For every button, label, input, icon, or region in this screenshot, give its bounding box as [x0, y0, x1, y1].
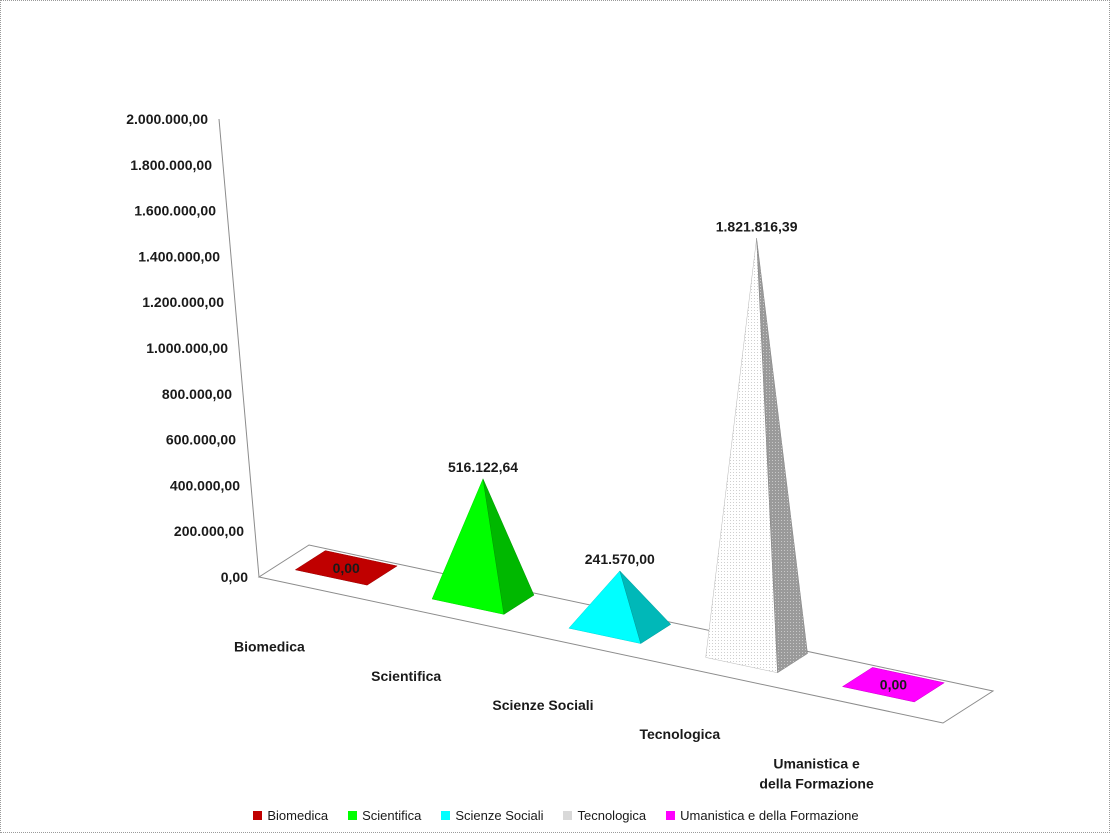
- category-label: Scienze Sociali: [492, 697, 593, 713]
- pyramid-side-face: [482, 478, 535, 615]
- y-tick-label: 1.200.000,00: [142, 294, 224, 310]
- y-tick-label: 400.000,00: [170, 477, 240, 493]
- data-label: 0,00: [333, 560, 360, 576]
- legend-label: Scienze Sociali: [455, 807, 544, 823]
- y-tick-label: 1.000.000,00: [146, 340, 228, 356]
- y-tick-label: 800.000,00: [162, 386, 232, 402]
- legend-item: Umanistica e della Formazione: [666, 807, 859, 823]
- pyramid-front-face: [705, 238, 778, 674]
- legend-label: Scientifica: [362, 807, 422, 823]
- pyramid-scienze-sociali: [568, 570, 672, 644]
- y-axis-ticks: 0,00 200.000,00 400.000,00 600.000,00 800.00…: [126, 111, 248, 585]
- legend-label: Tecnologica: [577, 807, 647, 823]
- legend-swatch: [441, 810, 451, 820]
- y-tick-label: 200.000,00: [174, 523, 244, 539]
- floor-plane: [257, 544, 995, 724]
- data-pyramids: [294, 238, 945, 703]
- legend-swatch: [666, 810, 676, 820]
- y-tick-label: 1.800.000,00: [130, 157, 212, 173]
- base-square: [294, 550, 398, 586]
- y-tick-label: 2.000.000,00: [126, 111, 208, 127]
- x-axis-categories: Biomedica Scientifica Scienze Sociali Tecno…: [234, 639, 874, 792]
- legend-label: Biomedica: [267, 807, 329, 823]
- data-label: 241.570,00: [585, 551, 655, 567]
- y-tick-label: 1.600.000,00: [134, 203, 216, 219]
- category-label: Biomedica: [234, 639, 305, 655]
- data-label: 516.122,64: [448, 459, 518, 475]
- category-label: Scientifica: [371, 668, 441, 684]
- legend-label: Umanistica e della Formazione: [680, 807, 859, 823]
- y-tick-label: 0,00: [221, 569, 248, 585]
- category-label: Tecnologica: [639, 726, 720, 742]
- legend: Biomedica Scientifica Scienze Sociali Tecno…: [1, 804, 1110, 826]
- pyramid-biomedica: [294, 550, 398, 586]
- data-labels: 0,00 516.122,64 241.570,00 1.821.816,39 0,00: [333, 218, 908, 692]
- y-axis-line: [218, 118, 260, 578]
- category-label: Umanistica e: [773, 755, 860, 771]
- legend-item: Biomedica: [253, 808, 328, 823]
- base-square: [841, 667, 945, 703]
- y-tick-label: 1.400.000,00: [138, 248, 220, 264]
- pyramid-side-face: [619, 570, 672, 644]
- pyramid-umanistica-e-della-formazione: [841, 667, 945, 703]
- pyramid-side-face: [756, 238, 808, 674]
- y-tick-label: 600.000,00: [166, 432, 236, 448]
- legend-swatch: [563, 810, 573, 820]
- legend-swatch: [253, 810, 263, 820]
- data-label: 1.821.816,39: [716, 218, 798, 234]
- axes: [218, 118, 995, 724]
- pyramid-tecnologica: [705, 238, 808, 674]
- legend-item: Scientifica: [348, 808, 421, 823]
- data-label: 0,00: [880, 677, 907, 693]
- legend-swatch: [348, 810, 358, 820]
- pyramid-scientifica: [431, 477, 535, 615]
- legend-item: Scienze Sociali: [441, 808, 543, 823]
- category-label: della Formazione: [759, 775, 874, 791]
- pyramid-front-face: [431, 477, 505, 615]
- legend-item: Tecnologica: [563, 808, 646, 823]
